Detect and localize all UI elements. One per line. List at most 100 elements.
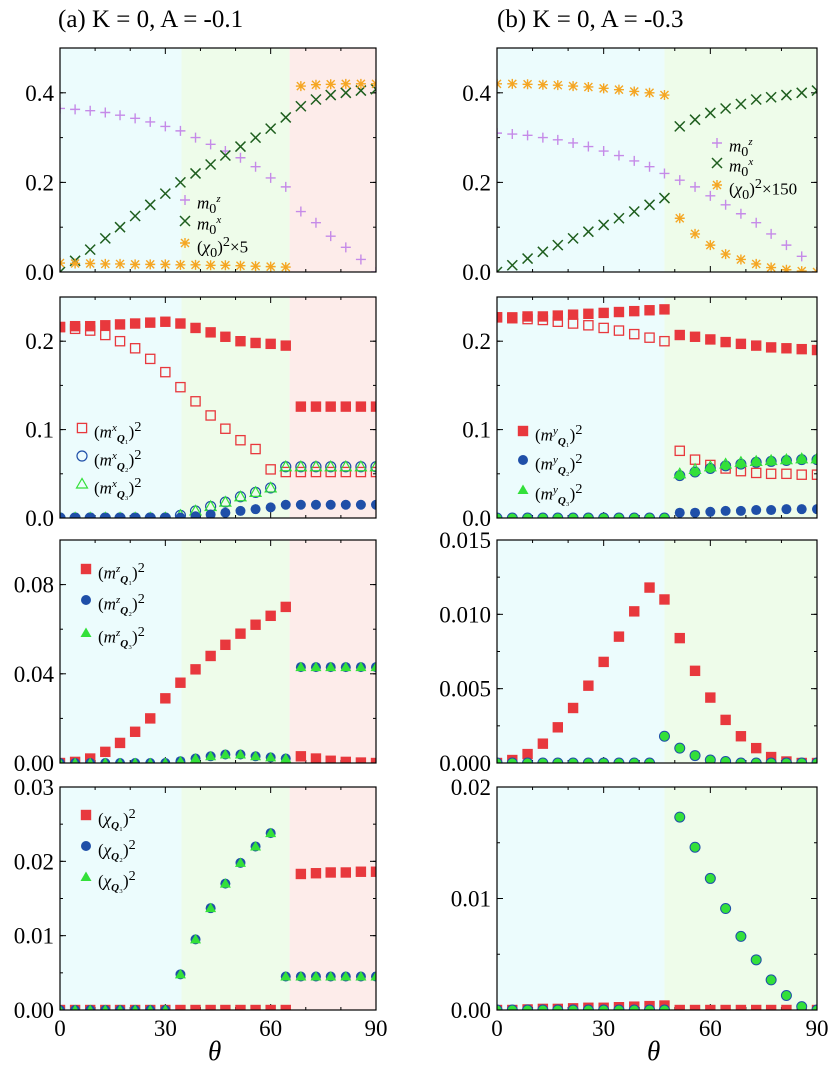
data-point — [370, 461, 376, 473]
y-tick-label: 0.00 — [451, 998, 491, 1023]
data-point — [340, 78, 351, 89]
data-point — [114, 221, 126, 233]
data-point — [235, 260, 246, 271]
x-tick-label: 60 — [699, 1016, 722, 1041]
legend-a2-q2: (mxQ₂)2 — [76, 447, 141, 472]
data-point — [145, 317, 156, 328]
data-point — [129, 318, 141, 329]
data-point — [218, 495, 232, 507]
data-point — [235, 1004, 246, 1010]
data-point — [355, 254, 366, 265]
data-point — [190, 396, 201, 407]
data-point — [131, 1004, 139, 1010]
data-point — [102, 1004, 109, 1010]
data-point — [162, 757, 169, 763]
data-point — [811, 757, 817, 763]
data-point — [735, 1004, 747, 1010]
data-point — [265, 464, 276, 475]
title-b: (b) K = 0, A = -0.3 — [497, 6, 684, 33]
data-point — [567, 232, 579, 244]
data-point — [160, 513, 171, 518]
region-green — [181, 297, 290, 518]
data-point — [735, 98, 747, 110]
panel-b1: 0.0 0.2 0.4 — [462, 47, 818, 285]
data-point — [567, 318, 579, 329]
data-point — [613, 757, 625, 763]
data-point — [735, 731, 747, 742]
data-point — [613, 150, 624, 161]
data-point — [598, 146, 609, 157]
data-point — [294, 460, 308, 472]
region-cyan — [60, 48, 182, 272]
legend-a1-mz-text: m0z — [197, 193, 221, 216]
data-point — [582, 757, 594, 763]
data-point — [781, 343, 792, 354]
data-point — [130, 113, 141, 124]
data-point — [497, 312, 503, 323]
data-point — [765, 468, 777, 480]
legend-b2-q1: (myQ₁)2 — [517, 422, 582, 447]
data-point — [552, 239, 564, 251]
data-point — [100, 320, 111, 331]
data-point — [265, 172, 276, 183]
panel-b2: 0.0 0.1 0.2 — [462, 296, 818, 531]
data-point — [690, 228, 701, 239]
data-point — [811, 469, 817, 480]
data-point — [310, 401, 322, 412]
data-point — [658, 730, 670, 742]
data-point — [522, 79, 533, 90]
data-point — [644, 1004, 656, 1010]
data-point — [567, 1004, 579, 1010]
data-point — [162, 1004, 169, 1010]
legend-b2-q2: (myQ₂)2 — [518, 451, 582, 476]
data-points — [60, 601, 376, 763]
data-point — [659, 90, 670, 101]
legend-a4-q2-label: (χQ₂)2 — [98, 837, 136, 862]
data-point — [765, 751, 777, 763]
data-point — [325, 755, 336, 763]
data-point — [205, 650, 216, 662]
region-cyan — [60, 540, 182, 763]
data-point — [250, 750, 262, 761]
legend-a2-q1-text: (mxQ₁)2 — [94, 419, 142, 444]
data-point — [355, 78, 366, 89]
panel-frame — [496, 47, 818, 273]
data-point — [598, 757, 610, 763]
data-point — [371, 499, 376, 510]
region-cyan — [60, 787, 182, 1010]
legend-b1-mx: m0x — [711, 156, 753, 179]
data-point — [309, 460, 323, 472]
data-point — [219, 878, 231, 888]
data-point — [552, 80, 563, 91]
data-point — [71, 757, 79, 763]
y-tick-label: 0.02 — [451, 775, 491, 800]
data-point — [507, 312, 518, 323]
data-points — [497, 582, 817, 763]
data-point — [280, 466, 292, 478]
data-point — [190, 753, 202, 763]
data-point — [598, 83, 609, 94]
panel-frame — [59, 539, 377, 764]
data-point — [325, 499, 336, 510]
legend-b1-mz: m0z — [712, 136, 753, 159]
legend-a1-mx-marker — [179, 215, 191, 227]
data-point — [720, 460, 732, 472]
data-point — [250, 619, 261, 630]
data-point — [100, 107, 111, 118]
data-point — [310, 217, 321, 228]
data-point — [720, 336, 731, 348]
data-point — [522, 757, 534, 763]
data-point — [355, 401, 367, 412]
data-point — [598, 656, 609, 668]
data-point — [70, 513, 81, 518]
data-point — [115, 513, 126, 518]
ticks: 0.00 0.01 0.02 0.03 0 30 60 90 — [14, 775, 388, 1041]
data-point — [234, 857, 246, 867]
y-tick-label: 0.01 — [451, 887, 491, 912]
legend-b1-mx-label: m0x — [729, 156, 753, 179]
data-point — [673, 467, 687, 479]
data-point — [751, 742, 762, 754]
y-tick-label: 0.0 — [462, 506, 491, 531]
data-point — [265, 751, 277, 762]
legend-a4-q1-marker — [80, 809, 92, 821]
